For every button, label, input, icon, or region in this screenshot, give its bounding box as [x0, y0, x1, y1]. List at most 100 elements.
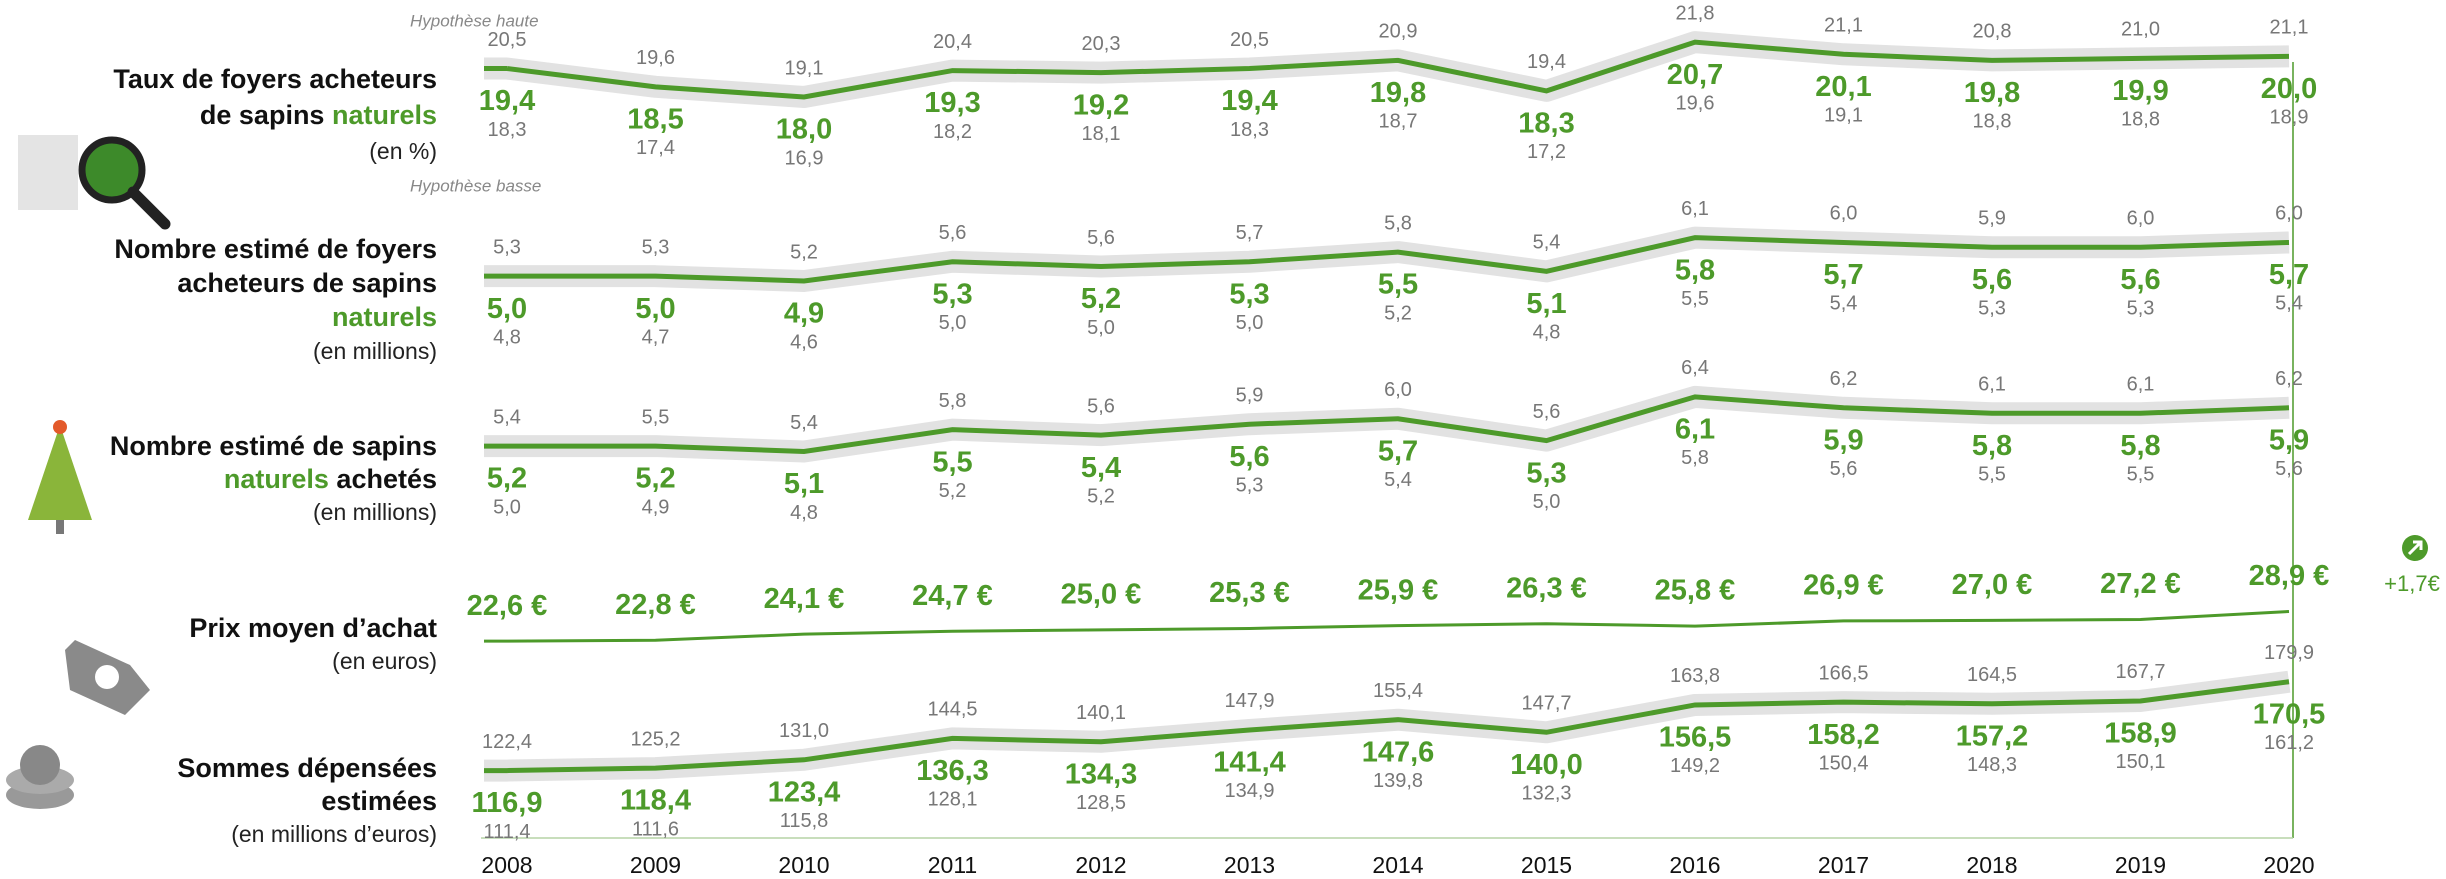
high-label: 147,7 — [1521, 693, 1571, 715]
tag-icon — [65, 640, 150, 715]
low-label: 5,5 — [1978, 464, 2006, 486]
low-label: 139,8 — [1373, 770, 1423, 792]
high-label: 164,5 — [1967, 664, 2017, 686]
coins-icon — [6, 745, 74, 809]
low-label: 18,9 — [2270, 107, 2309, 129]
low-label: 4,8 — [790, 502, 818, 524]
value-label: 156,5 — [1659, 722, 1732, 754]
tree — [28, 425, 92, 520]
low-label: 18,8 — [1973, 111, 2012, 133]
value-label: 141,4 — [1213, 747, 1286, 779]
low-label: 5,4 — [1830, 293, 1858, 315]
value-label: 18,0 — [776, 114, 832, 146]
low-label: 111,6 — [632, 818, 679, 840]
value-label: 19,8 — [1964, 77, 2020, 109]
low-label: 5,0 — [1236, 312, 1264, 334]
high-label: 6,1 — [1978, 374, 2006, 396]
high-label: 6,1 — [1681, 198, 1709, 220]
row-title: (en millions) — [313, 499, 437, 525]
high-label: 166,5 — [1818, 662, 1868, 684]
value-label: 27,2 € — [2100, 568, 2181, 600]
title-text: Nombre estimé de sapins — [110, 431, 437, 461]
high-label: 6,1 — [2127, 374, 2155, 396]
value-label: 19,4 — [1221, 85, 1277, 117]
high-label: 5,2 — [790, 241, 818, 263]
value-line — [507, 235, 2290, 284]
high-label: 125,2 — [630, 728, 680, 750]
magnifier-icon — [18, 135, 171, 230]
value-label: 170,5 — [2253, 698, 2326, 730]
low-label: 148,3 — [1967, 754, 2017, 776]
value-label: 5,8 — [2120, 430, 2160, 462]
value-label: 5,1 — [784, 468, 824, 500]
value-label: 116,9 — [472, 787, 543, 819]
value-label: 5,0 — [487, 293, 527, 325]
value-label: 5,0 — [635, 293, 675, 325]
year-label: 2017 — [1818, 852, 1869, 878]
high-label: 5,6 — [1087, 395, 1115, 417]
value-label: 123,4 — [768, 776, 841, 808]
row-title: Sommes dépensées — [177, 753, 437, 783]
row-title: (en %) — [369, 138, 437, 164]
row-title: estimées — [321, 786, 437, 816]
title-text: Taux de foyers acheteurs — [113, 64, 437, 94]
low-label: 5,3 — [1236, 474, 1264, 496]
high-label: 19,6 — [636, 47, 675, 69]
year-label: 2016 — [1669, 852, 1720, 878]
value-line — [506, 609, 2290, 643]
high-label: 5,9 — [1236, 384, 1264, 406]
low-label: 4,7 — [642, 326, 670, 348]
high-label: 5,4 — [790, 412, 818, 434]
high-label: 144,5 — [927, 699, 977, 721]
year-label: 2015 — [1521, 852, 1572, 878]
row-title: Prix moyen d’achat — [189, 613, 437, 643]
low-label: 5,0 — [939, 312, 967, 334]
high-label: 5,4 — [493, 406, 521, 428]
value-label: 5,8 — [1675, 254, 1715, 286]
value-label: 5,2 — [635, 463, 675, 495]
low-label: 5,4 — [2275, 293, 2303, 315]
high-label: 5,3 — [642, 236, 670, 258]
high-label: 6,0 — [2275, 203, 2303, 225]
high-label: 179,9 — [2264, 642, 2314, 664]
row-title: Nombre estimé de foyers — [114, 234, 437, 264]
high-label: 21,1 — [1824, 15, 1863, 37]
title-accent: naturels — [332, 302, 437, 332]
icons — [6, 135, 171, 809]
lens — [78, 136, 146, 204]
high-label: 5,8 — [939, 390, 967, 412]
value-label: 22,6 € — [467, 590, 548, 622]
year-label: 2018 — [1966, 852, 2017, 878]
high-label: 20,4 — [933, 31, 972, 53]
high-label: 5,6 — [1533, 401, 1561, 423]
high-label: 21,8 — [1676, 2, 1715, 24]
low-label: 18,8 — [2121, 109, 2160, 131]
high-label: 155,4 — [1373, 680, 1423, 702]
low-label: 4,6 — [790, 331, 818, 353]
value-label: 147,6 — [1362, 736, 1435, 768]
high-label: 5,5 — [642, 406, 670, 428]
value-label: 25,0 € — [1061, 579, 1142, 611]
value-label: 158,9 — [2104, 718, 2177, 750]
title-text: (en millions d’euros) — [231, 821, 437, 847]
value-label: 27,0 € — [1952, 569, 2033, 601]
value-label: 5,3 — [1526, 457, 1566, 489]
low-label: 5,5 — [1681, 288, 1709, 310]
title-text: Nombre estimé de foyers — [114, 234, 437, 264]
value-label: 5,3 — [1229, 278, 1269, 310]
title-text: (en millions) — [313, 499, 437, 525]
value-label: 5,6 — [1229, 441, 1269, 473]
value-label: 25,8 € — [1655, 575, 1736, 607]
value-label: 19,4 — [479, 85, 535, 117]
low-label: 111,4 — [483, 821, 530, 843]
low-label: 132,3 — [1521, 783, 1571, 805]
value-label: 5,2 — [1081, 283, 1121, 315]
star — [53, 420, 67, 434]
low-label: 134,9 — [1224, 780, 1274, 802]
value-label: 5,2 — [487, 463, 527, 495]
high-label: 20,5 — [488, 29, 527, 51]
high-label: 20,3 — [1082, 33, 1121, 55]
high-label: 5,8 — [1384, 212, 1412, 234]
low-label: 18,3 — [1230, 119, 1269, 141]
value-label: 20,7 — [1667, 59, 1723, 91]
